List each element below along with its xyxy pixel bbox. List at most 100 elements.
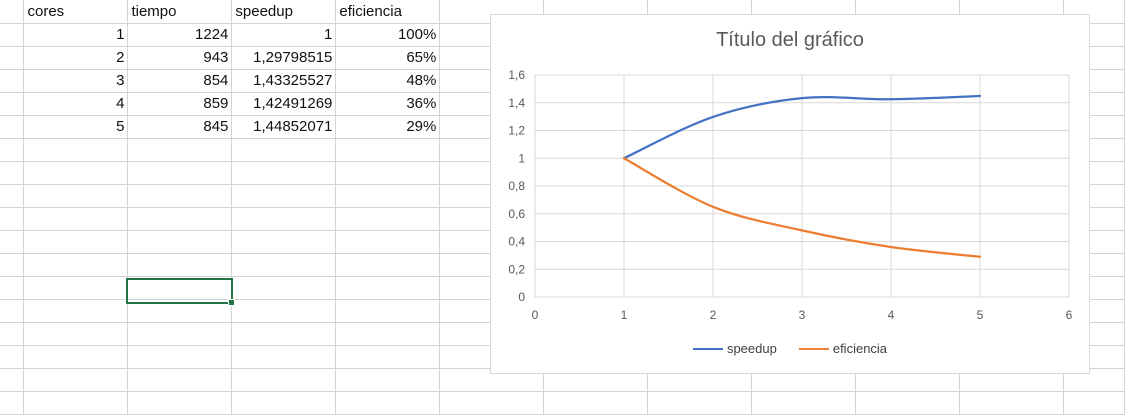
cell[interactable]	[23, 253, 129, 277]
data-cell[interactable]: 845	[127, 115, 233, 139]
data-cell[interactable]: 65%	[335, 46, 441, 70]
cell[interactable]	[335, 368, 441, 392]
cell[interactable]	[127, 345, 233, 369]
cell[interactable]	[127, 230, 233, 254]
cell[interactable]	[127, 207, 233, 231]
cell[interactable]	[23, 184, 129, 208]
data-cell[interactable]: 1,29798515	[231, 46, 337, 70]
cell[interactable]	[231, 276, 337, 300]
cell[interactable]	[0, 0, 25, 24]
active-cell-selection[interactable]	[126, 278, 235, 306]
cell[interactable]	[127, 299, 233, 323]
cell[interactable]	[0, 299, 25, 323]
cell[interactable]	[0, 230, 25, 254]
cell[interactable]	[231, 322, 337, 346]
cell[interactable]	[23, 345, 129, 369]
data-cell[interactable]: 859	[127, 92, 233, 116]
cell[interactable]	[0, 391, 25, 415]
cell[interactable]	[439, 391, 545, 415]
cell[interactable]	[127, 138, 233, 162]
cell[interactable]	[127, 184, 233, 208]
data-cell[interactable]: 1,43325527	[231, 69, 337, 93]
data-cell[interactable]: 3	[23, 69, 129, 93]
cell[interactable]	[1063, 391, 1125, 415]
data-cell[interactable]: 1	[231, 23, 337, 47]
data-cell[interactable]: 29%	[335, 115, 441, 139]
cell[interactable]	[231, 253, 337, 277]
cell[interactable]	[231, 184, 337, 208]
cell[interactable]	[231, 207, 337, 231]
chart-title[interactable]: Título del gráfico	[716, 29, 864, 51]
data-cell[interactable]: 854	[127, 69, 233, 93]
cell[interactable]	[0, 184, 25, 208]
cell[interactable]	[23, 230, 129, 254]
cell[interactable]	[23, 368, 129, 392]
cell[interactable]	[0, 23, 25, 47]
data-cell[interactable]: 5	[23, 115, 129, 139]
cell[interactable]	[23, 207, 129, 231]
cell[interactable]	[23, 391, 129, 415]
cell[interactable]	[127, 391, 233, 415]
data-cell[interactable]: 1	[23, 23, 129, 47]
cell[interactable]	[0, 138, 25, 162]
cell[interactable]	[231, 299, 337, 323]
data-cell[interactable]: 2	[23, 46, 129, 70]
data-cell[interactable]: 1,44852071	[231, 115, 337, 139]
cell[interactable]	[647, 391, 753, 415]
cell[interactable]	[335, 138, 441, 162]
cell[interactable]	[231, 230, 337, 254]
cell[interactable]	[231, 138, 337, 162]
cell[interactable]	[335, 184, 441, 208]
cell[interactable]	[0, 115, 25, 139]
header-cell[interactable]: cores	[23, 0, 129, 24]
cell[interactable]	[0, 368, 25, 392]
data-cell[interactable]: 943	[127, 46, 233, 70]
cell[interactable]	[0, 276, 25, 300]
cell[interactable]	[23, 161, 129, 185]
header-cell[interactable]: eficiencia	[335, 0, 441, 24]
cell[interactable]	[0, 69, 25, 93]
data-cell[interactable]: 1224	[127, 23, 233, 47]
cell[interactable]	[335, 230, 441, 254]
cell[interactable]	[0, 345, 25, 369]
cell[interactable]	[127, 253, 233, 277]
cell[interactable]	[335, 276, 441, 300]
cell[interactable]	[855, 391, 961, 415]
cell[interactable]	[127, 322, 233, 346]
cell[interactable]	[0, 46, 25, 70]
cell[interactable]	[751, 391, 857, 415]
cell[interactable]	[335, 322, 441, 346]
cell[interactable]	[127, 161, 233, 185]
cell[interactable]	[23, 299, 129, 323]
cell[interactable]	[0, 207, 25, 231]
cell[interactable]	[335, 299, 441, 323]
cell[interactable]	[0, 322, 25, 346]
fill-handle[interactable]	[228, 299, 235, 306]
header-cell[interactable]: tiempo	[127, 0, 233, 24]
cell[interactable]	[543, 391, 649, 415]
cell[interactable]	[959, 391, 1064, 415]
data-cell[interactable]: 1,42491269	[231, 92, 337, 116]
cell[interactable]	[0, 253, 25, 277]
data-cell[interactable]: 4	[23, 92, 129, 116]
chart-area[interactable]: Título del gráfico 0 0,2 0,4 0,6 0,8 1 1,2 1,4 1…	[490, 14, 1090, 374]
cell[interactable]	[335, 253, 441, 277]
cell[interactable]	[231, 391, 337, 415]
cell[interactable]	[335, 161, 441, 185]
data-cell[interactable]: 36%	[335, 92, 441, 116]
cell[interactable]	[0, 161, 25, 185]
chart-legend[interactable]: speedup eficiencia	[491, 341, 1089, 356]
cell[interactable]	[127, 368, 233, 392]
cell[interactable]	[335, 345, 441, 369]
cell[interactable]	[23, 138, 129, 162]
cell[interactable]	[0, 92, 25, 116]
data-cell[interactable]: 100%	[335, 23, 441, 47]
cell[interactable]	[231, 161, 337, 185]
data-cell[interactable]: 48%	[335, 69, 441, 93]
cell[interactable]	[23, 322, 129, 346]
cell[interactable]	[335, 207, 441, 231]
cell[interactable]	[231, 345, 337, 369]
cell[interactable]	[335, 391, 441, 415]
cell[interactable]	[23, 276, 129, 300]
header-cell[interactable]: speedup	[231, 0, 337, 24]
